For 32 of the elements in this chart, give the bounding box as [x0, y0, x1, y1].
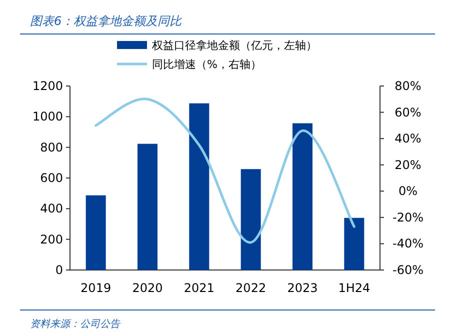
x-tick-label: 2021 [184, 281, 214, 295]
y2-tick-label: 20% [394, 158, 422, 172]
y2-tick-label: 80% [394, 79, 422, 93]
bar [292, 123, 312, 270]
legend-label: 权益口径拿地金额（亿元，左轴） [151, 39, 317, 52]
y-tick-label: 800 [40, 140, 63, 154]
y2-tick-label: -60% [392, 263, 424, 277]
y2-tick-label: 40% [394, 132, 422, 146]
chart-title: 图表6：权益拿地金额及同比 [30, 14, 183, 28]
x-tick-label: 2022 [236, 281, 266, 295]
bar [138, 144, 158, 270]
legend-label: 同比增速（%，右轴） [152, 58, 262, 71]
bar [189, 103, 210, 270]
y2-tick-label: 0% [398, 184, 418, 198]
y2-tick-label: -20% [392, 210, 424, 224]
y2-tick-label: -40% [392, 236, 424, 251]
x-tick-label: 2020 [132, 281, 163, 295]
y-tick-label: 200 [40, 232, 63, 246]
y-tick-label: 0 [55, 263, 63, 277]
y-tick-label: 1200 [32, 79, 63, 93]
y-tick-label: 1000 [32, 110, 63, 124]
bar [86, 195, 106, 270]
y-tick-label: 600 [40, 171, 63, 185]
y-tick-label: 400 [40, 202, 63, 216]
x-tick-label: 1H24 [338, 281, 370, 295]
line-series [94, 98, 356, 244]
y2-tick-label: 60% [394, 105, 422, 120]
x-tick-label: 2019 [80, 281, 112, 295]
bar [344, 218, 364, 270]
text: 资料来源：公司公告 [30, 318, 121, 330]
bar [240, 169, 261, 270]
x-tick-label: 2023 [287, 281, 318, 295]
